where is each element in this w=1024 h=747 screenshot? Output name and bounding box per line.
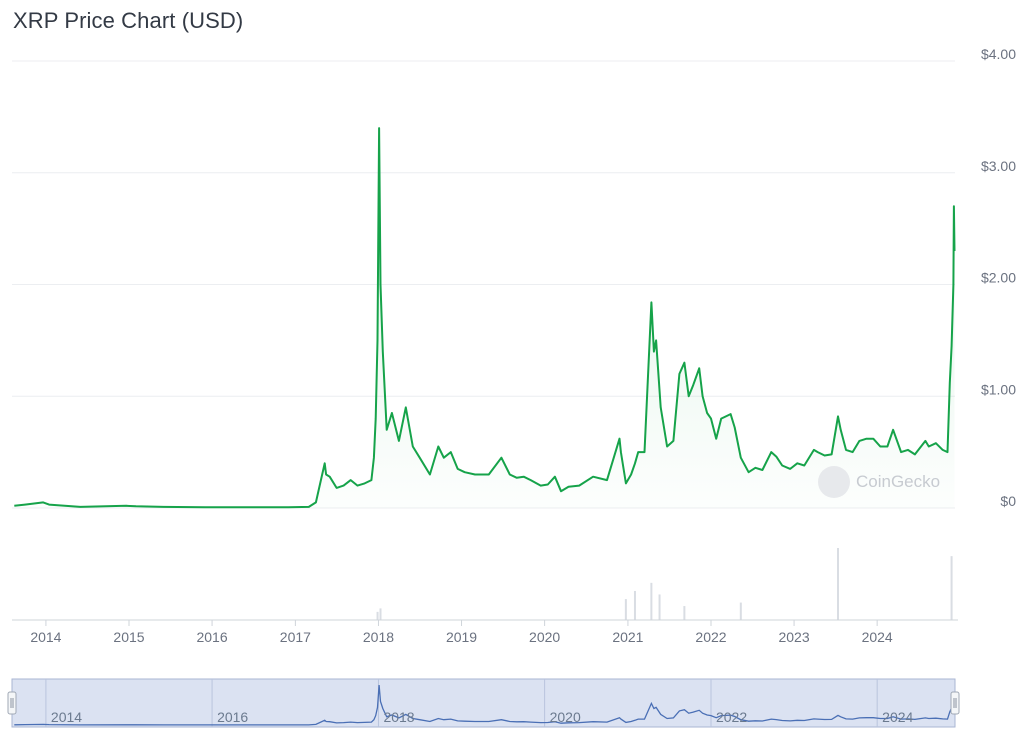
x-tick-label: 2018 (363, 629, 394, 645)
x-tick-label: 2020 (529, 629, 560, 645)
navigator-tick-label: 2024 (882, 709, 913, 725)
y-tick-label: $1.00 (981, 381, 1016, 397)
navigator-tick-label: 2014 (51, 709, 82, 725)
volume-bar (837, 548, 840, 620)
x-tick-label: 2017 (280, 629, 311, 645)
range-navigator[interactable]: 2014 2016 2018 2020 2022 2024 (7, 678, 960, 728)
gridlines (12, 60, 955, 509)
volume-bar (376, 611, 379, 620)
volume-bar (633, 590, 636, 620)
navigator-tick-label: 2016 (217, 709, 248, 725)
navigator-background[interactable] (11, 678, 956, 728)
y-axis: $0 $1.00 $2.00 $3.00 $4.00 (981, 46, 1016, 509)
y-tick-label: $2.00 (981, 270, 1016, 286)
volume-bars (376, 548, 953, 620)
x-tick-label: 2016 (196, 629, 227, 645)
navigator-tick-label: 2022 (716, 709, 747, 725)
navigator-axis: 2014 2016 2018 2020 2022 2024 (51, 709, 914, 725)
volume-bar (650, 582, 653, 620)
x-tick-label: 2024 (862, 629, 893, 645)
volume-bar (379, 608, 382, 620)
volume-bar (683, 606, 686, 620)
watermark-text: CoinGecko (856, 472, 941, 491)
navigator-tick-label: 2020 (550, 709, 581, 725)
y-tick-label: $0 (1000, 493, 1016, 509)
y-tick-label: $4.00 (981, 46, 1016, 62)
x-tick-label: 2021 (612, 629, 643, 645)
x-tick-label: 2023 (778, 629, 809, 645)
x-axis: 2014 2015 2016 2017 2018 2019 2020 2021 2022 2023… (30, 620, 893, 645)
x-tick-label: 2014 (30, 629, 61, 645)
coingecko-logo-icon (818, 466, 850, 498)
price-area (14, 128, 955, 508)
navigator-tick-label: 2018 (383, 709, 414, 725)
volume-bar (624, 599, 627, 620)
x-tick-label: 2019 (446, 629, 477, 645)
y-tick-label: $3.00 (981, 158, 1016, 174)
x-tick-label: 2022 (695, 629, 726, 645)
navigator-price-line (14, 684, 956, 726)
x-tick-label: 2015 (113, 629, 144, 645)
coingecko-watermark: CoinGecko (818, 466, 940, 498)
navigator-right-handle[interactable] (950, 691, 960, 715)
price-line[interactable] (14, 127, 956, 509)
volume-bar (658, 594, 661, 620)
volume-bar (739, 602, 742, 620)
navigator-left-handle[interactable] (7, 691, 17, 715)
volume-bar (950, 556, 953, 620)
chart-title: XRP Price Chart (USD) (13, 8, 244, 33)
